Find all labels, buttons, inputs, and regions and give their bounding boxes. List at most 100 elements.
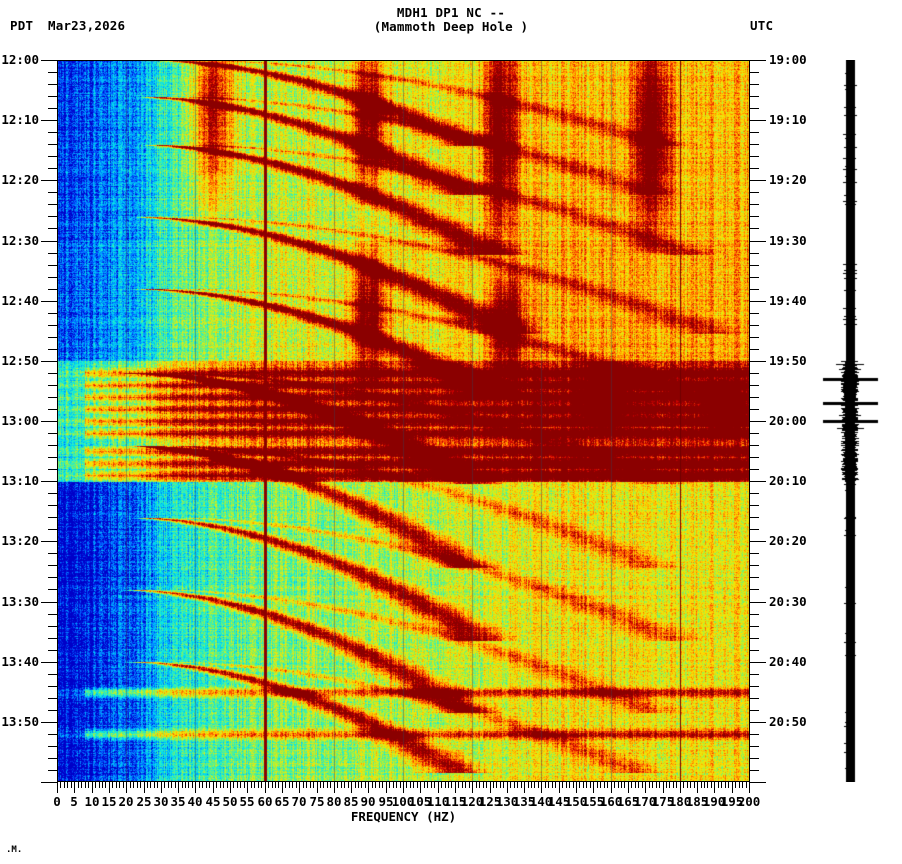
freq-tick-minor: [510, 782, 511, 788]
freq-tick-minor: [624, 782, 625, 788]
freq-tick-minor: [361, 782, 362, 788]
time-tick-major: [41, 421, 57, 422]
freq-tick-major: [732, 782, 733, 793]
time-tick-minor: [750, 529, 759, 530]
time-label: 12:10: [1, 112, 39, 127]
freq-tick-minor: [137, 782, 138, 788]
freq-tick-minor: [427, 782, 428, 788]
time-tick-minor: [750, 313, 759, 314]
time-tick-minor: [750, 553, 759, 554]
freq-label: 40: [187, 794, 203, 809]
freq-tick-minor: [462, 782, 463, 788]
freq-tick-minor: [355, 782, 356, 788]
freq-tick-minor: [607, 782, 608, 788]
freq-label: 20: [118, 794, 134, 809]
freq-label: 135: [512, 794, 536, 809]
freq-tick-minor: [614, 782, 615, 788]
freq-tick-minor: [95, 782, 96, 788]
freq-label: 180: [668, 794, 692, 809]
freq-tick-major: [645, 782, 646, 793]
time-tick-major: [750, 541, 766, 542]
time-tick-minor: [48, 529, 57, 530]
freq-tick-minor: [666, 782, 667, 788]
freq-tick-minor: [659, 782, 660, 788]
time-tick-minor: [750, 373, 759, 374]
spectrogram-plot[interactable]: [57, 60, 750, 782]
time-label: 13:10: [1, 473, 39, 488]
freq-tick-major: [213, 782, 214, 793]
freq-tick-minor: [389, 782, 390, 788]
time-tick-minor: [48, 698, 57, 699]
helicorder-canvas[interactable]: [820, 60, 902, 782]
freq-tick-minor: [486, 782, 487, 788]
freq-tick-minor: [185, 782, 186, 788]
freq-tick-major: [438, 782, 439, 793]
freq-tick-major: [697, 782, 698, 793]
time-tick-minor: [48, 337, 57, 338]
freq-tick-minor: [621, 782, 622, 788]
freq-tick-minor: [496, 782, 497, 788]
freq-tick-minor: [590, 782, 591, 788]
time-tick-minor: [750, 204, 759, 205]
time-tick-minor: [750, 445, 759, 446]
frequency-axis-title: FREQUENCY (HZ): [350, 809, 457, 824]
time-tick-minor: [48, 313, 57, 314]
time-tick-minor: [48, 373, 57, 374]
freq-tick-minor: [569, 782, 570, 788]
freq-tick-minor: [233, 782, 234, 788]
freq-tick-minor: [410, 782, 411, 788]
time-label: 13:40: [1, 654, 39, 669]
freq-tick-minor: [586, 782, 587, 788]
freq-tick-minor: [258, 782, 259, 788]
time-tick-major: [750, 180, 766, 181]
freq-tick-minor: [604, 782, 605, 788]
freq-tick-minor: [548, 782, 549, 788]
freq-tick-minor: [60, 782, 61, 788]
time-tick-minor: [48, 265, 57, 266]
time-axis-utc: 19:00 19:10 19:20 19:30 19:40 19:50 20:00 20:10…: [750, 53, 810, 783]
time-tick-minor: [48, 108, 57, 109]
time-label: 20:40: [769, 654, 807, 669]
freq-tick-minor: [289, 782, 290, 788]
freq-label: 80: [326, 794, 342, 809]
freq-tick-minor: [272, 782, 273, 788]
freq-label: 125: [478, 794, 502, 809]
time-label: 19:40: [769, 293, 807, 308]
time-tick-minor: [48, 650, 57, 651]
freq-tick-minor: [64, 782, 65, 788]
freq-tick-minor: [71, 782, 72, 788]
freq-label: 5: [70, 794, 78, 809]
freq-tick-minor: [150, 782, 151, 788]
time-tick-minor: [750, 192, 759, 193]
time-tick-minor: [48, 409, 57, 410]
spectrogram-canvas[interactable]: [57, 60, 750, 782]
freq-tick-minor: [656, 782, 657, 788]
freq-tick-minor: [365, 782, 366, 788]
freq-tick-minor: [240, 782, 241, 788]
freq-tick-minor: [701, 782, 702, 788]
freq-tick-minor: [119, 782, 120, 788]
time-tick-major: [41, 60, 57, 61]
time-tick-minor: [750, 96, 759, 97]
time-tick-minor: [48, 734, 57, 735]
freq-tick-minor: [157, 782, 158, 788]
time-tick-minor: [48, 493, 57, 494]
freq-tick-minor: [711, 782, 712, 788]
freq-tick-minor: [434, 782, 435, 788]
freq-tick-minor: [673, 782, 674, 788]
helicorder-trace[interactable]: [820, 60, 902, 782]
time-tick-minor: [48, 674, 57, 675]
timezone-label-left: PDT: [10, 18, 34, 33]
time-tick-minor: [48, 397, 57, 398]
time-tick-minor: [750, 156, 759, 157]
time-tick-minor: [48, 746, 57, 747]
freq-tick-minor: [216, 782, 217, 788]
freq-tick-major: [351, 782, 352, 793]
freq-tick-minor: [552, 782, 553, 788]
freq-tick-minor: [517, 782, 518, 788]
freq-tick-minor: [579, 782, 580, 788]
time-tick-minor: [750, 770, 759, 771]
freq-tick-minor: [458, 782, 459, 788]
freq-tick-minor: [493, 782, 494, 788]
freq-tick-minor: [479, 782, 480, 788]
